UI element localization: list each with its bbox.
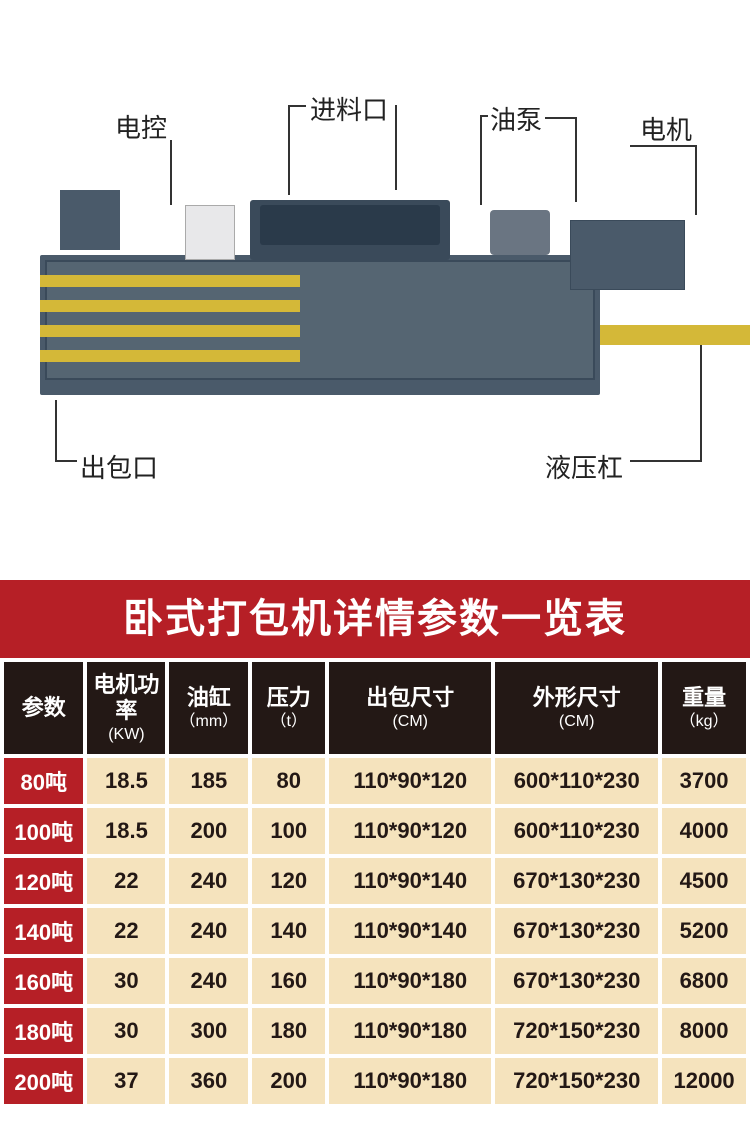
cell: 140 xyxy=(252,908,325,954)
machine-diagram: 电控 进料口 油泵 电机 出包口 液压杠 xyxy=(0,0,750,530)
cell: 670*130*230 xyxy=(495,908,658,954)
cell: 120 xyxy=(252,858,325,904)
cell: 80 xyxy=(252,758,325,804)
cell: 5200 xyxy=(662,908,746,954)
table-row: 180吨30300180110*90*180720*150*2308000 xyxy=(4,1008,746,1054)
table-row: 160吨30240160110*90*180670*130*2306800 xyxy=(4,958,746,1004)
cell: 110*90*180 xyxy=(329,1058,491,1104)
label-pump: 油泵 xyxy=(490,100,542,137)
spec-table-grid: 参数 电机功率(KW) 油缸（mm） 压力（t） 出包尺寸(CM) 外形尺寸(C… xyxy=(0,658,750,1108)
cell: 180 xyxy=(252,1008,325,1054)
cell: 720*150*230 xyxy=(495,1008,658,1054)
label-hydraulic: 液压杠 xyxy=(545,448,623,485)
cell: 110*90*140 xyxy=(329,908,491,954)
cell: 6800 xyxy=(662,958,746,1004)
cell: 200 xyxy=(252,1058,325,1104)
cell: 670*130*230 xyxy=(495,858,658,904)
label-feed: 进料口 xyxy=(310,90,388,127)
table-title: 卧式打包机详情参数一览表 xyxy=(0,580,750,658)
col-header-bale: 出包尺寸(CM) xyxy=(329,662,491,754)
cell: 100 xyxy=(252,808,325,854)
cell: 240 xyxy=(169,858,248,904)
row-label: 120吨 xyxy=(4,858,83,904)
table-header-row: 参数 电机功率(KW) 油缸（mm） 压力（t） 出包尺寸(CM) 外形尺寸(C… xyxy=(4,662,746,754)
table-row: 140吨22240140110*90*140670*130*2305200 xyxy=(4,908,746,954)
col-header-dims: 外形尺寸(CM) xyxy=(495,662,658,754)
cell: 37 xyxy=(87,1058,165,1104)
cell: 30 xyxy=(87,958,165,1004)
col-header-param: 参数 xyxy=(4,662,83,754)
row-label: 160吨 xyxy=(4,958,83,1004)
spec-table: 参数 电机功率(KW) 油缸（mm） 压力（t） 出包尺寸(CM) 外形尺寸(C… xyxy=(0,658,750,1108)
cell: 600*110*230 xyxy=(495,758,658,804)
cell: 8000 xyxy=(662,1008,746,1054)
col-header-power: 电机功率(KW) xyxy=(87,662,165,754)
cell: 600*110*230 xyxy=(495,808,658,854)
cell: 4500 xyxy=(662,858,746,904)
cell: 110*90*120 xyxy=(329,808,491,854)
row-label: 100吨 xyxy=(4,808,83,854)
label-control: 电控 xyxy=(115,108,167,145)
cell: 110*90*180 xyxy=(329,1008,491,1054)
row-label: 140吨 xyxy=(4,908,83,954)
cell: 300 xyxy=(169,1008,248,1054)
cell: 110*90*140 xyxy=(329,858,491,904)
cell: 18.5 xyxy=(87,758,165,804)
col-header-cylinder: 油缸（mm） xyxy=(169,662,248,754)
cell: 200 xyxy=(169,808,248,854)
row-label: 200吨 xyxy=(4,1058,83,1104)
cell: 670*130*230 xyxy=(495,958,658,1004)
cell: 110*90*120 xyxy=(329,758,491,804)
cell: 30 xyxy=(87,1008,165,1054)
table-row: 100吨18.5200100110*90*120600*110*2304000 xyxy=(4,808,746,854)
cell: 185 xyxy=(169,758,248,804)
table-row: 200吨37360200110*90*180720*150*23012000 xyxy=(4,1058,746,1104)
cell: 360 xyxy=(169,1058,248,1104)
machine-body xyxy=(30,175,720,405)
cell: 240 xyxy=(169,958,248,1004)
cell: 240 xyxy=(169,908,248,954)
cell: 3700 xyxy=(662,758,746,804)
row-label: 80吨 xyxy=(4,758,83,804)
label-motor: 电机 xyxy=(640,110,692,147)
table-row: 80吨18.518580110*90*120600*110*2303700 xyxy=(4,758,746,804)
cell: 18.5 xyxy=(87,808,165,854)
row-label: 180吨 xyxy=(4,1008,83,1054)
cell: 12000 xyxy=(662,1058,746,1104)
cell: 22 xyxy=(87,908,165,954)
col-header-pressure: 压力（t） xyxy=(252,662,325,754)
cell: 4000 xyxy=(662,808,746,854)
col-header-weight: 重量（kg） xyxy=(662,662,746,754)
cell: 720*150*230 xyxy=(495,1058,658,1104)
table-row: 120吨22240120110*90*140670*130*2304500 xyxy=(4,858,746,904)
cell: 110*90*180 xyxy=(329,958,491,1004)
cell: 160 xyxy=(252,958,325,1004)
cell: 22 xyxy=(87,858,165,904)
label-outlet: 出包口 xyxy=(80,448,158,485)
